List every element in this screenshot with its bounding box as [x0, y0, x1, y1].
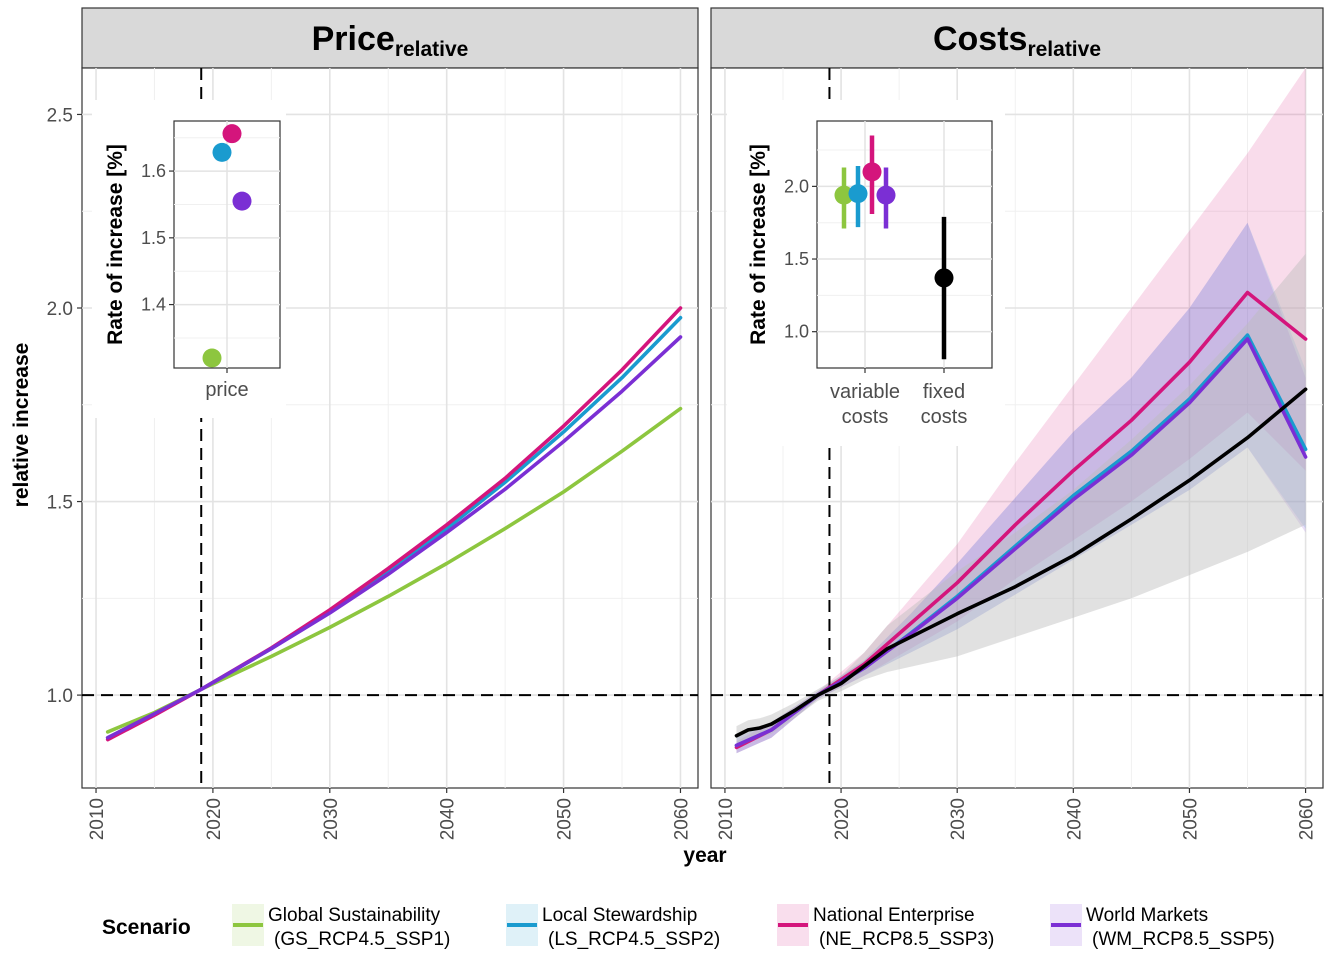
strip-costs: [710, 7, 1324, 69]
inset-y-axis-title: Rate of increase [%]: [747, 144, 770, 345]
inset-category-label: price: [205, 379, 248, 401]
legend-label-NE: National Enterprise: [813, 905, 975, 926]
x-tick-label: 2060: [671, 798, 692, 840]
x-tick-label: 2050: [555, 798, 576, 840]
legend-code-WM: (WM_RCP8.5_SSP5): [1092, 929, 1275, 950]
y-axis-title: relative increase: [10, 343, 33, 508]
inset-point-WM: [232, 191, 252, 211]
x-tick-label: 2010: [87, 798, 108, 840]
x-tick-label: 2030: [321, 798, 342, 840]
legend-label-WM: World Markets: [1086, 905, 1208, 926]
inset-y-tick-label: 1.6: [141, 161, 166, 181]
y-tick-label: 1.5: [47, 493, 73, 514]
legend-title: Scenario: [102, 916, 191, 939]
inset-y-tick-label: 2.0: [784, 176, 809, 196]
ribbon-LS: [736, 222, 1306, 754]
series-lines-costs: [734, 290, 1308, 750]
series-line-costs_fixed: [734, 387, 1308, 738]
x-axis-title: year: [683, 844, 726, 867]
x-tick-label: 2050: [1180, 798, 1201, 840]
ribbons-costs: [736, 68, 1306, 754]
inset-price: 1.4 1.5 1.6 price Rate of increase [%]: [92, 100, 286, 418]
y-tick-labels-price: 1.0 1.5 2.0 2.5: [47, 105, 82, 707]
y-tick-label: 1.0: [47, 686, 73, 707]
legend-label-LS: Local Stewardship: [542, 905, 697, 926]
inset-category-label: variable: [830, 381, 900, 403]
inset-y-tick-label: 1.0: [784, 322, 809, 342]
inset-point-LS: [848, 184, 868, 204]
legend-code-NE: (NE_RCP8.5_SSP3): [819, 929, 994, 950]
series-line-WM: [105, 335, 683, 740]
inset-point-GS: [834, 185, 854, 205]
x-tick-labels-price: 2010 2020 2030 2040 2050 2060: [87, 788, 692, 840]
inset-category-label: costs: [921, 406, 968, 428]
inset-y-tick-label: 1.4: [141, 295, 166, 315]
inset-category-label: fixed: [923, 381, 965, 403]
inset-y-tick-label: 1.5: [784, 249, 809, 269]
panel-costs: Costsrelative 2010 2020 2030 2040 2050 2060 1…: [710, 7, 1324, 840]
series-lines-price: [105, 306, 683, 742]
inset-y-axis-title: Rate of increase [%]: [104, 144, 127, 345]
x-tick-label: 2040: [438, 798, 459, 840]
x-tick-label: 2020: [832, 798, 853, 840]
legend-code-GS: (GS_RCP4.5_SSP1): [274, 929, 450, 950]
inset-point-WM: [876, 185, 896, 205]
inset-costs: 1.0 1.5 2.0 variable costs fixed costs Rate of …: [727, 100, 1005, 446]
ribbon-WM: [736, 222, 1306, 754]
legend: Scenario Global Sustainability (GS_RCP4.5…: [102, 904, 1275, 950]
inset-point-costs_fixed: [934, 268, 954, 288]
ribbon-costs_fixed: [736, 253, 1306, 746]
legend-label-GS: Global Sustainability: [268, 905, 441, 926]
x-tick-label: 2060: [1297, 798, 1318, 840]
x-tick-label: 2040: [1064, 798, 1085, 840]
x-tick-label: 2030: [948, 798, 969, 840]
inset-category-label: costs: [842, 406, 889, 428]
x-tick-label: 2010: [716, 798, 737, 840]
y-tick-label: 2.5: [47, 105, 73, 126]
strip-title-price: Pricerelative: [312, 20, 469, 61]
strip-title-costs: Costsrelative: [933, 20, 1101, 61]
inset-point-LS: [212, 142, 232, 162]
inset-point-GS: [202, 348, 222, 368]
inset-point-NE: [862, 162, 882, 182]
inset-point-NE: [222, 124, 242, 144]
ribbon-NE: [736, 68, 1306, 754]
legend-code-LS: (LS_RCP4.5_SSP2): [548, 929, 720, 950]
y-tick-label: 2.0: [47, 299, 73, 320]
x-tick-label: 2020: [204, 798, 225, 840]
inset-costs-frame: [816, 120, 993, 369]
panel-price: Pricerelative 1.01.52.02.5 2010 2020 2030 2…: [47, 7, 699, 840]
strip-price: [81, 7, 699, 69]
x-tick-labels-costs: 2010 2020 2030 2040 2050 2060: [716, 788, 1318, 840]
inset-y-tick-label: 1.5: [141, 228, 166, 248]
